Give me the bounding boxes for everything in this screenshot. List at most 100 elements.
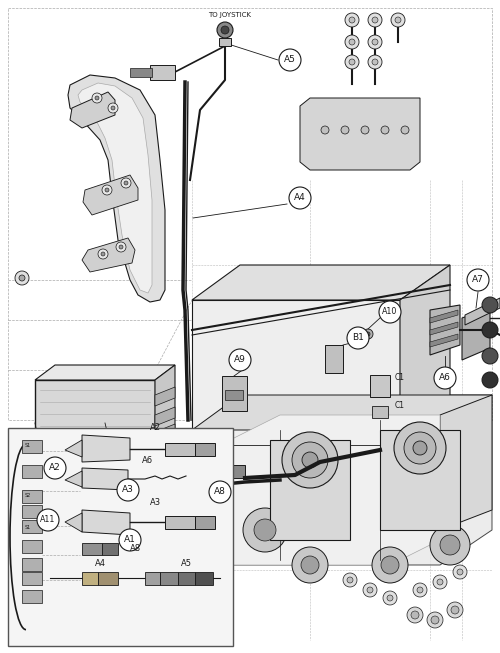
Circle shape [368,55,382,69]
Polygon shape [270,440,350,540]
Circle shape [116,242,126,252]
Polygon shape [165,443,195,456]
Polygon shape [82,543,102,555]
Circle shape [395,17,401,23]
Circle shape [19,275,25,281]
Text: A5: A5 [284,56,296,65]
Circle shape [301,556,319,574]
Polygon shape [440,395,492,530]
Text: A3: A3 [122,485,134,494]
Circle shape [451,606,459,614]
Circle shape [302,452,318,468]
Circle shape [368,13,382,27]
Text: A1: A1 [124,535,136,545]
Text: A4: A4 [94,559,106,568]
Circle shape [95,96,99,100]
Polygon shape [150,65,175,80]
Circle shape [117,479,139,501]
Polygon shape [195,443,215,456]
Circle shape [430,525,470,565]
Polygon shape [400,265,450,440]
Polygon shape [215,465,245,478]
Circle shape [347,577,353,583]
Bar [372,406,388,418]
Circle shape [229,349,251,371]
Circle shape [467,269,489,291]
Polygon shape [22,540,42,553]
Circle shape [363,583,377,597]
Polygon shape [380,430,460,530]
Circle shape [119,245,123,249]
Circle shape [108,103,118,113]
Circle shape [349,39,355,45]
Polygon shape [82,510,130,535]
Polygon shape [155,442,175,461]
Bar [370,375,390,397]
Circle shape [433,575,447,589]
Circle shape [482,372,498,388]
Polygon shape [155,387,175,406]
Text: A2: A2 [49,464,61,473]
Circle shape [372,547,408,583]
Polygon shape [180,465,215,480]
Text: S2: S2 [25,493,31,498]
Circle shape [437,579,443,585]
Circle shape [391,13,405,27]
Circle shape [292,442,328,478]
Circle shape [282,432,338,488]
Circle shape [482,297,498,313]
Circle shape [209,481,231,503]
Polygon shape [145,572,160,585]
Bar [219,38,231,46]
Polygon shape [82,238,135,272]
Circle shape [413,583,427,597]
Circle shape [401,126,409,134]
Polygon shape [192,300,400,440]
Circle shape [111,106,115,110]
Polygon shape [70,92,115,128]
Circle shape [366,332,370,336]
Polygon shape [462,308,490,360]
Polygon shape [22,465,42,478]
Bar [222,376,247,411]
Text: A6: A6 [439,374,451,383]
Circle shape [221,26,229,34]
Polygon shape [160,572,178,585]
Circle shape [243,508,287,552]
Circle shape [372,59,378,65]
Polygon shape [430,305,460,355]
Circle shape [394,422,446,474]
Text: A5: A5 [180,559,192,568]
Circle shape [341,126,349,134]
Polygon shape [430,322,458,335]
Circle shape [105,188,109,192]
Circle shape [407,607,423,623]
Polygon shape [430,310,458,323]
Circle shape [372,17,378,23]
Circle shape [254,519,276,541]
Polygon shape [102,543,118,555]
Circle shape [345,13,359,27]
Circle shape [482,348,498,364]
Circle shape [15,271,29,285]
Text: A11: A11 [40,515,56,524]
Polygon shape [155,407,175,426]
Polygon shape [22,558,42,571]
Circle shape [482,322,498,338]
Circle shape [417,587,423,593]
Bar [325,345,343,373]
Polygon shape [82,572,98,585]
Circle shape [347,327,369,349]
Text: C1: C1 [395,374,405,383]
Text: B1: B1 [352,334,364,343]
Polygon shape [192,395,492,565]
Circle shape [345,55,359,69]
Circle shape [101,252,105,256]
Polygon shape [30,478,60,489]
Text: A2: A2 [150,423,160,432]
Circle shape [119,529,141,551]
Text: A4: A4 [294,193,306,202]
Circle shape [321,126,329,134]
Polygon shape [78,83,152,293]
Polygon shape [83,175,138,215]
